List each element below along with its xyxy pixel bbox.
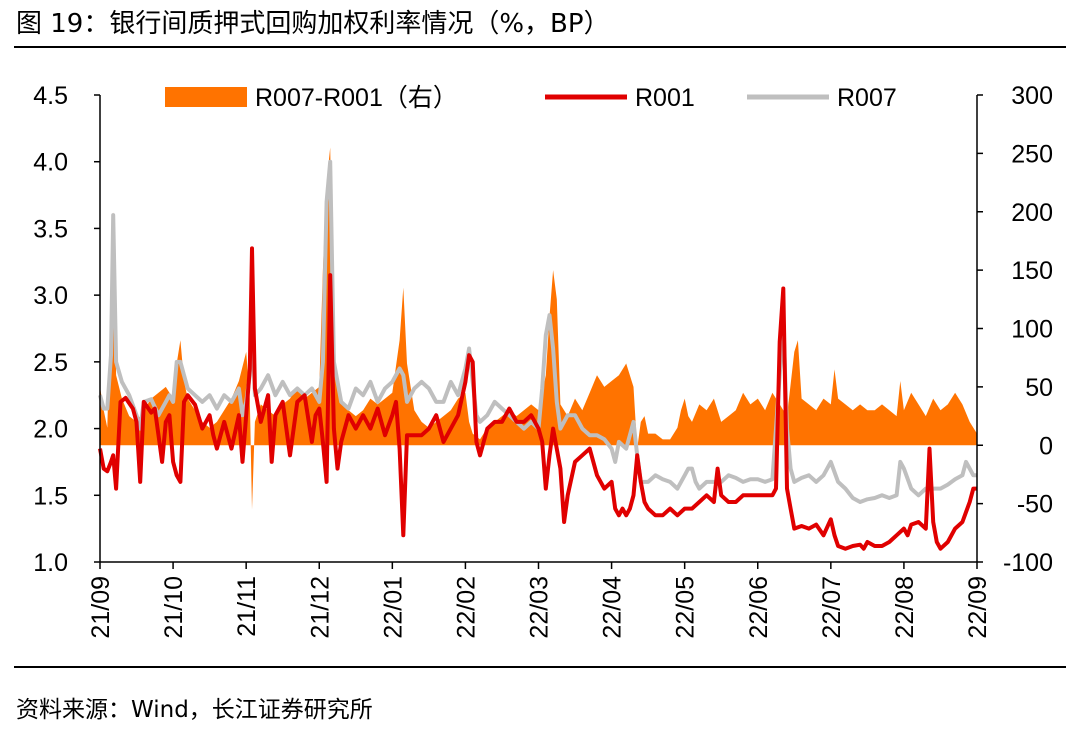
x-tick-label: 22/09 <box>964 576 992 639</box>
left-tick-label: 2.5 <box>33 349 68 377</box>
legend-label-r007: R007 <box>837 84 897 112</box>
legend-swatch-spread <box>165 87 247 107</box>
right-tick-label: -100 <box>1003 549 1053 577</box>
chart-legend: R007-R001（右） R001 R007 <box>165 84 897 112</box>
x-tick-label: 21/09 <box>87 576 115 639</box>
series-line-r007 <box>98 159 977 504</box>
x-tick-label: 21/10 <box>160 576 188 639</box>
right-tick-label: 200 <box>1011 199 1053 227</box>
left-tick-label: 1.0 <box>33 549 68 577</box>
left-tick-label: 3.0 <box>33 282 68 310</box>
rate-chart: 1.0 1.5 2.0 2.5 3.0 3.5 4.0 4.5 -100 -50 0 50 100 150… <box>33 82 1053 639</box>
left-tick-label: 3.5 <box>33 215 68 243</box>
x-tick-label: 22/08 <box>891 576 919 639</box>
x-tick-label: 22/07 <box>818 576 846 639</box>
series-line-r001 <box>98 246 977 551</box>
series-layer <box>98 147 977 551</box>
right-tick-label: 300 <box>1011 82 1053 110</box>
left-tick-label: 4.0 <box>33 149 68 177</box>
x-tick-label: 22/01 <box>379 576 407 639</box>
x-tick-label: 21/11 <box>233 576 261 637</box>
x-tick-label: 22/05 <box>672 576 700 639</box>
x-tick-label: 22/03 <box>526 576 554 639</box>
axes-layer: 1.0 1.5 2.0 2.5 3.0 3.5 4.0 4.5 -100 -50 0 50 100 150… <box>33 82 1053 639</box>
right-tick-label: 100 <box>1011 316 1053 344</box>
left-tick-label: 2.0 <box>33 416 68 444</box>
x-tick-label: 22/02 <box>452 576 480 639</box>
x-tick-label: 21/12 <box>306 576 334 639</box>
right-tick-label: 150 <box>1011 257 1053 285</box>
x-tick-label: 22/04 <box>599 576 627 639</box>
figure-title: 图 19：银行间质押式回购加权利率情况（%，BP） <box>16 9 610 39</box>
legend-label-r001: R001 <box>635 84 695 112</box>
bottom-rule <box>14 666 1066 668</box>
right-tick-label: 0 <box>1039 432 1053 460</box>
legend-label-r007-r001: R007-R001（右） <box>255 84 458 112</box>
right-tick-label: -50 <box>1017 491 1053 519</box>
right-tick-label: 50 <box>1025 374 1053 402</box>
left-tick-label: 4.5 <box>33 82 68 110</box>
left-tick-label: 1.5 <box>33 482 68 510</box>
source-note: 资料来源：Wind，长江证券研究所 <box>16 697 373 723</box>
right-tick-label: 250 <box>1011 140 1053 168</box>
top-rule <box>14 46 1066 48</box>
series-area-spread <box>100 147 977 510</box>
x-tick-label: 22/06 <box>745 576 773 639</box>
